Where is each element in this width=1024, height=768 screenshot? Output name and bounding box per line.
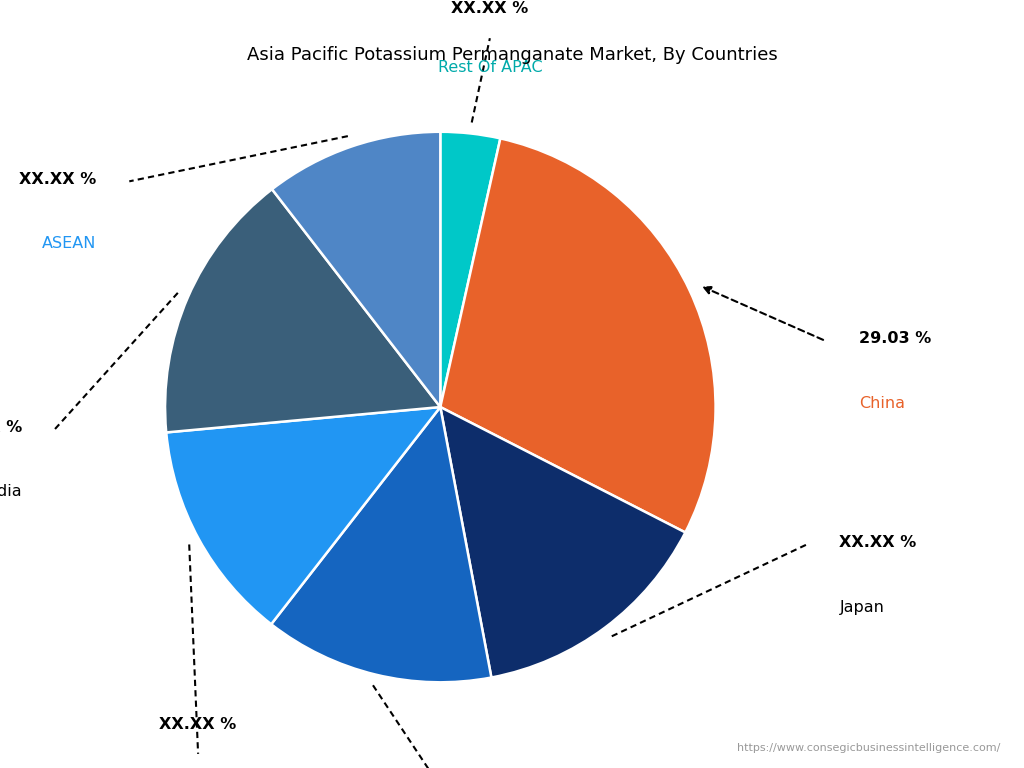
Text: India: India (0, 484, 22, 499)
Text: Rest Of APAC: Rest Of APAC (437, 60, 542, 75)
Text: China: China (859, 396, 904, 411)
Wedge shape (440, 138, 716, 532)
Text: XX.XX %: XX.XX % (452, 2, 528, 16)
Text: 29.03 %: 29.03 % (859, 332, 931, 346)
Text: XX.XX %: XX.XX % (840, 535, 916, 550)
Text: XX.XX %: XX.XX % (160, 717, 237, 732)
Text: Japan: Japan (840, 600, 885, 614)
Wedge shape (166, 407, 440, 624)
Text: https://www.consegicbusinessintelligence.com/: https://www.consegicbusinessintelligence… (737, 743, 1000, 753)
Wedge shape (271, 407, 492, 682)
Text: Asia Pacific Potassium Permanganate Market, By Countries: Asia Pacific Potassium Permanganate Mark… (247, 46, 777, 64)
Wedge shape (440, 407, 685, 677)
Wedge shape (165, 189, 440, 432)
Text: XX.XX %: XX.XX % (0, 419, 22, 435)
Text: ASEAN: ASEAN (42, 237, 96, 251)
Wedge shape (272, 132, 440, 407)
Text: XX.XX %: XX.XX % (19, 172, 96, 187)
Wedge shape (440, 132, 501, 407)
